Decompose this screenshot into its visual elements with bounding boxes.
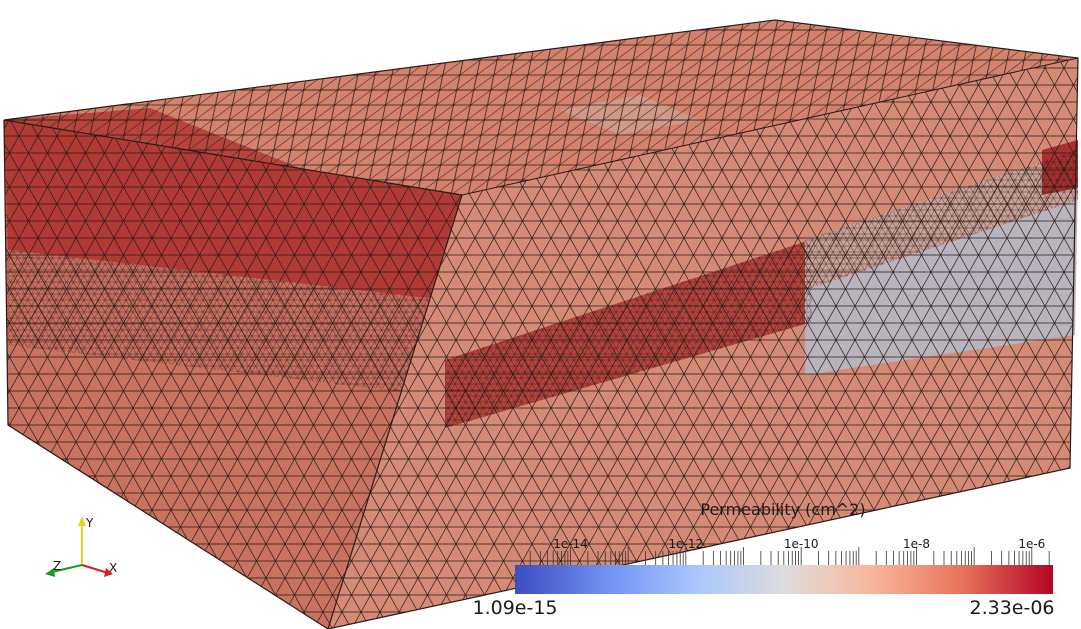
z-axis-line: [51, 564, 83, 573]
orientation-axes: Y X Z: [45, 516, 117, 577]
y-axis-label: Y: [85, 516, 94, 530]
colorbar-min-label: 1.09e-15: [472, 597, 557, 619]
z-axis-arrow: [45, 568, 55, 577]
colorbar-ticks: [529, 547, 1050, 565]
x-axis-label: X: [109, 561, 117, 575]
x-axis-line: [81, 564, 109, 574]
x-axis-arrow: [104, 568, 113, 577]
colorbar-tick-label: 1e-10: [784, 537, 819, 551]
mesh-block[interactable]: [3, 19, 1079, 629]
colorbar-tick-label: 1e-6: [1018, 537, 1045, 551]
colorbar-tick-label: 1e-14: [553, 537, 588, 551]
colorbar-gradient: [515, 565, 1053, 594]
colorbar-tick-label: 1e-8: [903, 537, 930, 551]
colorbar-tick-labels: 1e-14 1e-12 1e-10 1e-8 1e-6: [553, 537, 1045, 551]
colorbar-tick-label: 1e-12: [669, 537, 704, 551]
z-axis-label: Z: [53, 559, 61, 573]
y-axis-arrow: [78, 516, 86, 526]
colorbar-title: Permeability (cm^2): [700, 500, 865, 519]
colorbar-max-label: 2.33e-06: [969, 597, 1054, 619]
color-legend[interactable]: Permeability (cm^2) 1e-14 1e-12 1e-10 1e-8 1…: [472, 500, 1054, 619]
mesh-outline: [3, 19, 1079, 629]
